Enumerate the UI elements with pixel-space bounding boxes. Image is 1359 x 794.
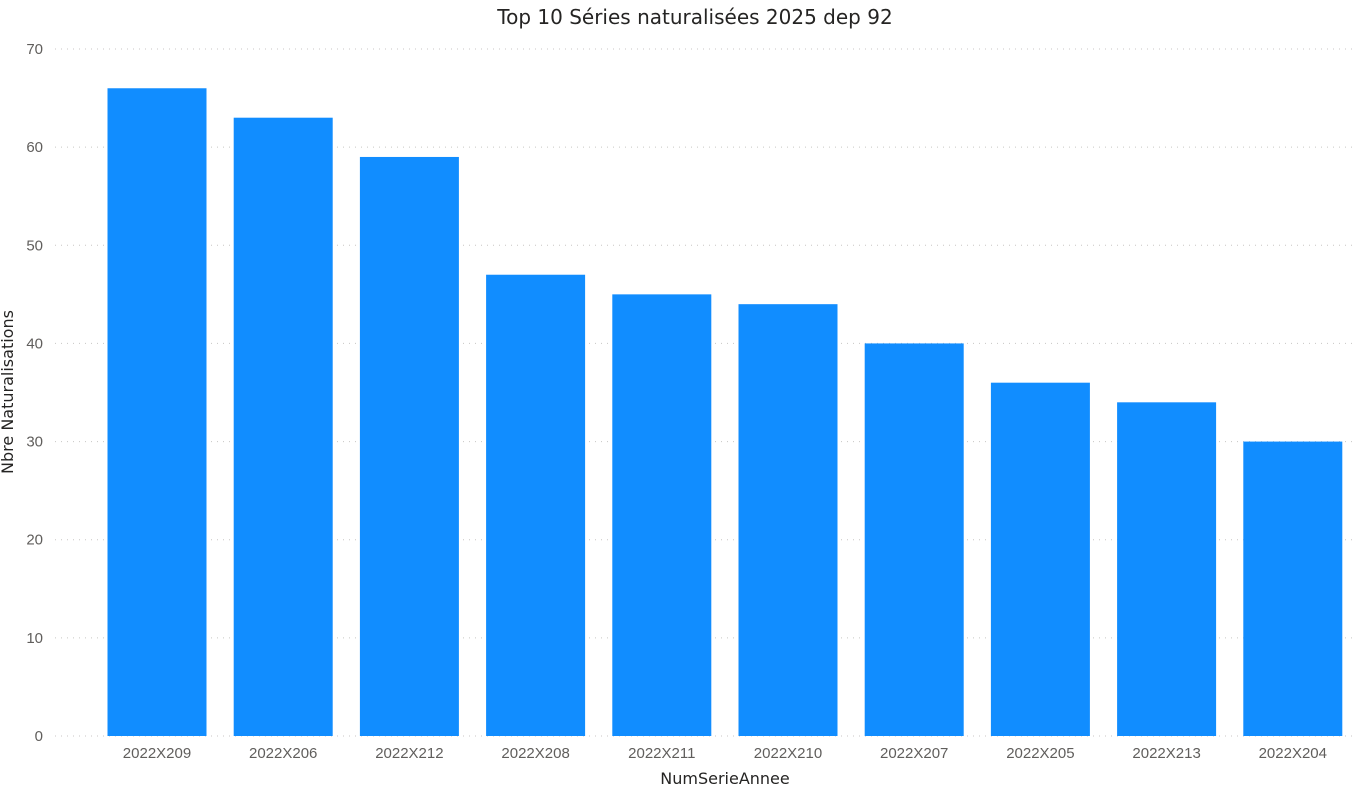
y-tick-label: 10	[26, 630, 43, 647]
bar[interactable]	[1243, 441, 1343, 736]
y-axis-ticks: 0 10 20 30 40 50 60 70	[26, 41, 43, 745]
y-tick-label: 20	[26, 532, 43, 549]
bars	[107, 88, 1343, 736]
y-axis-title: Nbre Naturalisations	[0, 310, 17, 474]
x-tick-label: 2022X212	[375, 745, 443, 762]
bar[interactable]	[738, 304, 838, 736]
y-tick-label: 50	[26, 237, 43, 254]
bar[interactable]	[1117, 402, 1217, 736]
y-tick-label: 0	[35, 728, 43, 745]
bar[interactable]	[359, 156, 459, 736]
x-tick-label: 2022X209	[123, 745, 191, 762]
x-tick-label: 2022X205	[1006, 745, 1074, 762]
y-tick-label: 40	[26, 335, 43, 352]
x-axis-title: NumSerieAnnee	[660, 769, 789, 788]
y-tick-label: 60	[26, 139, 43, 156]
x-tick-label: 2022X207	[880, 745, 948, 762]
x-tick-label: 2022X211	[628, 745, 695, 762]
x-tick-label: 2022X206	[249, 745, 317, 762]
bar[interactable]	[612, 294, 712, 736]
bar[interactable]	[233, 117, 333, 736]
bar[interactable]	[486, 274, 586, 736]
x-tick-label: 2022X204	[1259, 745, 1327, 762]
bar[interactable]	[990, 382, 1090, 736]
x-tick-label: 2022X213	[1132, 745, 1200, 762]
y-tick-label: 30	[26, 434, 43, 451]
x-axis-ticks: 2022X209 2022X206 2022X212 2022X208 2022X211…	[123, 745, 1327, 762]
bar[interactable]	[864, 343, 964, 736]
chart-title: Top 10 Séries naturalisées 2025 dep 92	[496, 5, 892, 29]
x-tick-label: 2022X208	[501, 745, 569, 762]
x-tick-label: 2022X210	[754, 745, 822, 762]
bar[interactable]	[107, 88, 207, 736]
y-tick-label: 70	[26, 41, 43, 58]
